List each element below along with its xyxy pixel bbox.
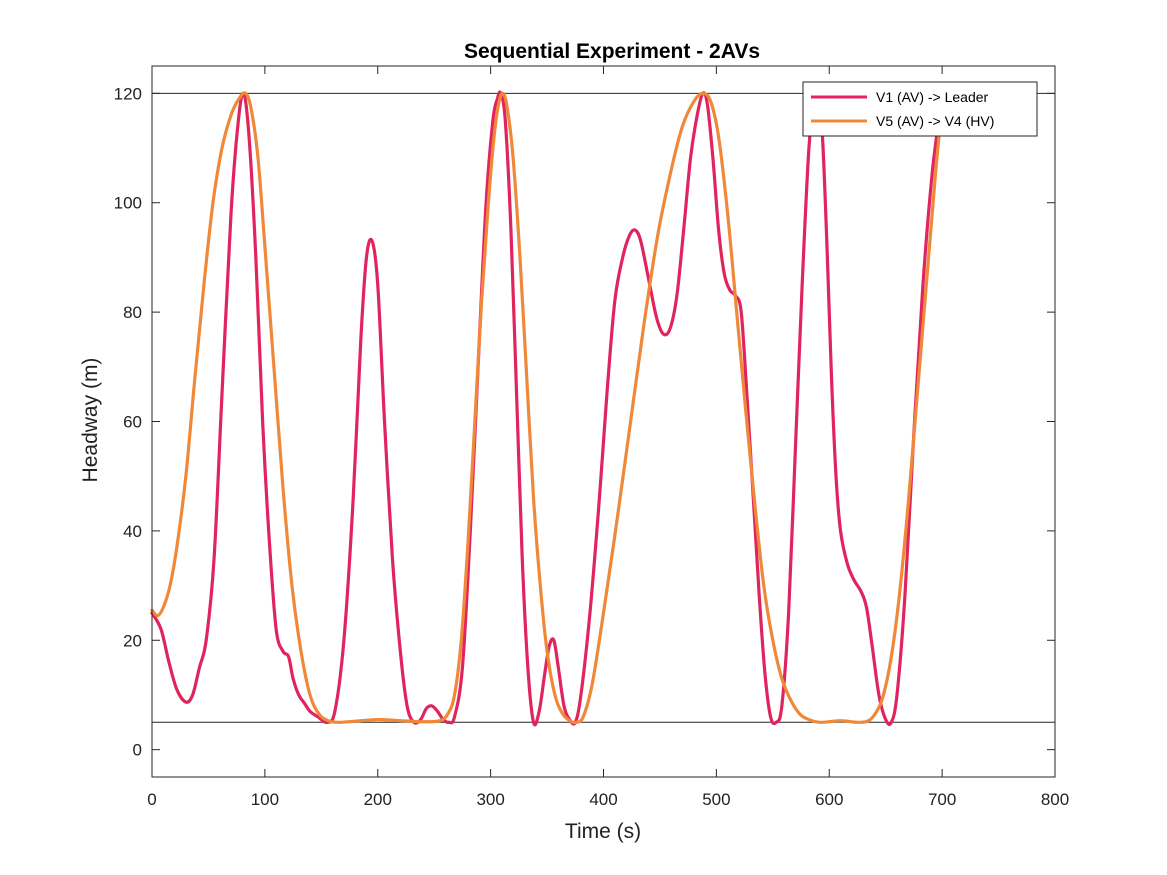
y-axis-label: Headway (m): [79, 358, 102, 483]
y-tick-label: 80: [123, 303, 142, 322]
x-tick-label: 500: [702, 790, 730, 809]
legend-label-v5: V5 (AV) -> V4 (HV): [876, 113, 994, 129]
x-tick-label: 600: [815, 790, 843, 809]
y-tick-label: 20: [123, 631, 142, 650]
x-tick-label: 400: [589, 790, 617, 809]
x-axis-ticks: 0 100 200 300 400 500 600 700 800: [147, 66, 1069, 809]
plot-area: 0 100 200 300 400 500 600 700 800 0 20 40 60 80 100 12…: [114, 65, 1069, 809]
y-tick-label: 60: [123, 413, 142, 432]
legend-box: [802, 81, 1038, 137]
x-tick-label: 200: [364, 790, 392, 809]
plot-frame-border: [151, 65, 1056, 778]
y-tick-label: 40: [123, 522, 142, 541]
x-tick-label: 100: [251, 790, 279, 809]
x-tick-label: 0: [147, 790, 156, 809]
x-tick-label: 700: [928, 790, 956, 809]
legend-label-v1: V1 (AV) -> Leader: [876, 89, 989, 105]
x-axis-label: Time (s): [565, 820, 641, 843]
chart-title: Sequential Experiment - 2AVs: [464, 40, 760, 63]
series-line-v5-v4: [150, 91, 944, 725]
y-axis-ticks: 0 20 40 60 80 100 120: [114, 84, 1055, 760]
legend: V1 (AV) -> Leader V5 (AV) -> V4 (HV): [802, 81, 1038, 137]
x-tick-label: 300: [476, 790, 504, 809]
y-tick-label: 120: [114, 84, 142, 103]
y-tick-label: 0: [133, 741, 142, 760]
x-tick-label: 800: [1041, 790, 1069, 809]
y-tick-label: 100: [114, 194, 142, 213]
